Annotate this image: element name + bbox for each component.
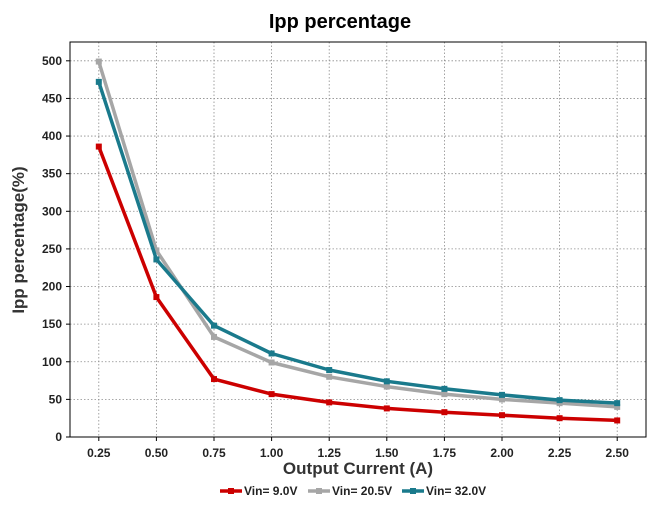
data-point-marker (153, 247, 160, 254)
y-tick-label: 100 (42, 355, 62, 369)
legend-marker-swatch (410, 488, 416, 494)
series-lines (95, 58, 621, 424)
data-point-marker (383, 405, 390, 412)
y-tick-label: 150 (42, 317, 62, 331)
x-axis-title: Output Current (A) (283, 459, 433, 478)
series-line (97, 145, 618, 423)
plot-area-frame (69, 41, 647, 438)
data-point-marker (211, 333, 217, 340)
legend-label: Vin= 32.0V (426, 484, 486, 498)
data-point-marker (556, 400, 563, 407)
data-point-marker (383, 378, 390, 385)
legend-item: Vin= 9.0V (220, 484, 297, 498)
data-point-marker (499, 396, 505, 403)
x-tick-label: 1.50 (375, 446, 399, 460)
data-point-marker (499, 412, 505, 419)
y-tick-label: 400 (42, 129, 62, 143)
data-point-marker (95, 58, 102, 65)
y-tick-label: 250 (42, 242, 62, 256)
y-axis-ticks: 0 50 100 150 200 250 300 350 400 450 500 (42, 54, 70, 444)
data-point-marker (95, 143, 102, 150)
x-tick-label: 1.75 (433, 446, 457, 460)
y-tick-label: 500 (42, 54, 62, 68)
series-vin-20-5v (95, 58, 621, 410)
legend-marker-swatch (316, 488, 322, 494)
data-point-marker (556, 397, 563, 404)
y-tick-label: 350 (42, 167, 62, 181)
chart-title: Ipp percentage (269, 11, 411, 33)
y-tick-label: 300 (42, 204, 62, 218)
data-point-marker (326, 373, 333, 380)
y-axis-title: Ipp percentage(%) (9, 166, 28, 313)
legend-label: Vin= 20.5V (332, 484, 392, 498)
data-point-marker (211, 376, 217, 383)
data-point-marker (614, 403, 621, 410)
data-point-marker (95, 78, 102, 85)
x-tick-label: 1.00 (260, 446, 284, 460)
x-tick-label: 2.50 (606, 446, 630, 460)
data-point-marker (153, 294, 160, 301)
data-point-marker (556, 415, 563, 422)
data-point-marker (326, 367, 333, 374)
series-line (97, 61, 618, 409)
x-tick-label: 0.50 (145, 446, 169, 460)
data-point-marker (268, 350, 275, 357)
data-point-marker (268, 391, 275, 398)
data-point-marker (499, 391, 505, 398)
legend-label: Vin= 9.0V (244, 484, 297, 498)
y-tick-label: 0 (55, 430, 62, 444)
grid-lines (70, 42, 646, 437)
data-point-marker (211, 322, 217, 329)
data-point-marker (614, 417, 621, 424)
y-tick-label: 450 (42, 91, 62, 105)
data-point-marker (614, 400, 621, 407)
data-point-marker (441, 385, 448, 392)
data-point-marker (383, 383, 390, 390)
x-axis-ticks: 0.25 0.50 0.75 1.00 1.25 1.50 1.75 2.00 2.25 2.50 (87, 437, 629, 460)
x-tick-label: 2.25 (548, 446, 572, 460)
x-tick-label: 0.75 (202, 446, 226, 460)
series-line (97, 81, 618, 405)
series-vin-32-0v (95, 78, 621, 407)
legend-item: Vin= 20.5V (308, 484, 392, 498)
data-point-marker (441, 409, 448, 416)
data-point-marker (326, 399, 333, 406)
y-tick-label: 200 (42, 280, 62, 294)
data-point-marker (153, 256, 160, 263)
data-point-marker (268, 359, 275, 366)
x-tick-label: 1.25 (318, 446, 342, 460)
data-point-marker (441, 391, 448, 398)
y-tick-label: 50 (49, 392, 63, 406)
legend-marker-swatch (228, 488, 234, 494)
x-tick-label: 0.25 (87, 446, 111, 460)
legend: Vin= 9.0V Vin= 20.5V Vin= 32.0V (220, 484, 486, 498)
legend-item: Vin= 32.0V (402, 484, 486, 498)
x-tick-label: 2.00 (490, 446, 514, 460)
series-vin-9-0v (95, 143, 621, 424)
